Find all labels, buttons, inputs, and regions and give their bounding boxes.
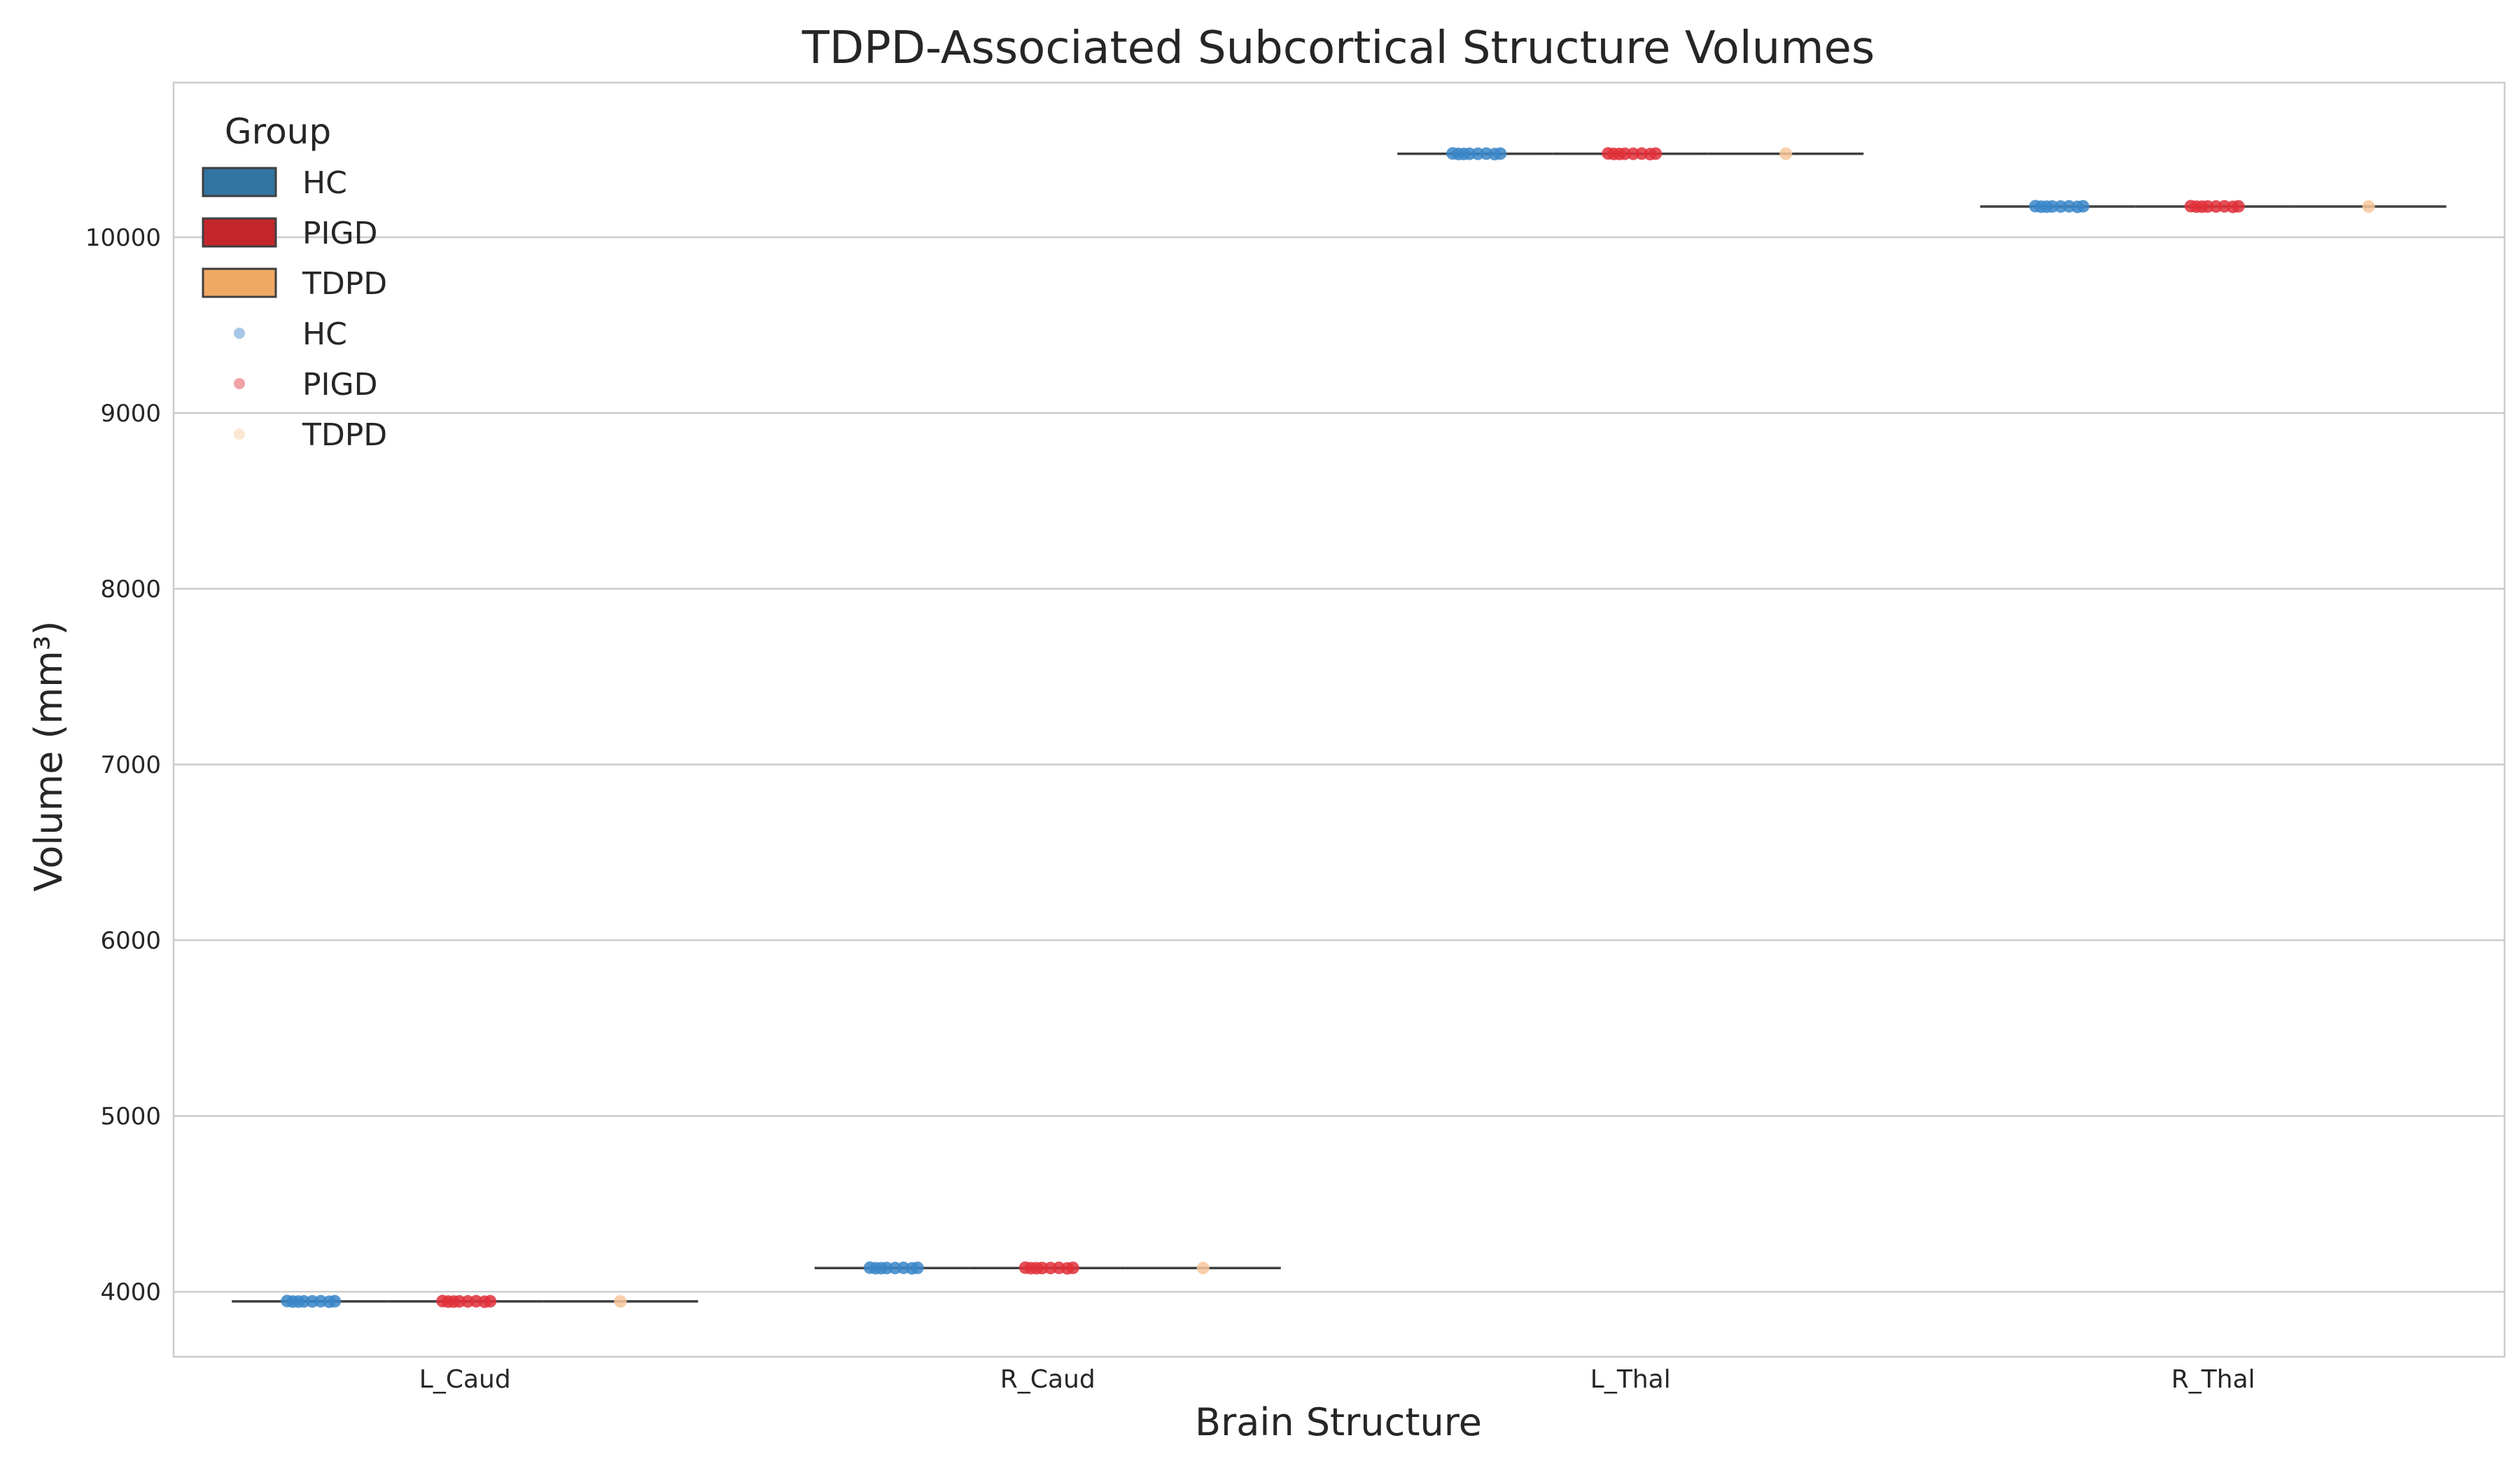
point-TDPD-R_Caud-0	[1196, 1262, 1210, 1275]
point-HC-L_Thal-5	[1471, 147, 1485, 160]
point-PIGD-L_Thal-4	[1602, 147, 1615, 160]
point-HC-R_Thal-5	[2054, 200, 2067, 213]
point-HC-R_Thal-4	[2029, 200, 2042, 213]
point-HC-R_Caud-4	[863, 1261, 876, 1274]
point-HC-R_Caud-6	[911, 1261, 924, 1274]
point-HC-L_Caud-7	[292, 1295, 305, 1308]
axes: 4000 5000 6000 7000 8000 9000 10000 L_Caud R_Cau…	[85, 224, 2255, 1394]
point-HC-L_Caud-5	[306, 1294, 319, 1308]
x-tick-label-L_Caud: L_Caud	[419, 1365, 511, 1394]
point-HC-L_Caud-4	[281, 1294, 294, 1308]
legend-title: Group	[225, 111, 331, 152]
x-tick-label-R_Caud: R_Caud	[1000, 1365, 1096, 1394]
point-PIGD-L_Caud-4	[436, 1294, 449, 1308]
plot-marks	[232, 147, 2446, 1308]
y-tick-label-9000: 9000	[100, 400, 161, 428]
legend-swatch-box-TDPD	[202, 267, 277, 298]
legend-swatch-box-HC	[202, 167, 277, 197]
legend-swatch-box-PIGD	[202, 217, 277, 248]
x-tick-label-L_Thal: L_Thal	[1590, 1365, 1671, 1394]
y-tick-label-6000: 6000	[100, 927, 161, 955]
point-TDPD-L_Thal-0	[1779, 147, 1793, 160]
point-PIGD-R_Thal-6	[2232, 200, 2245, 213]
point-PIGD-R_Caud-7	[1030, 1262, 1043, 1275]
point-PIGD-R_Caud-6	[1066, 1261, 1079, 1274]
y-tick-label-4000: 4000	[100, 1278, 161, 1306]
x-tick-label-R_Thal: R_Thal	[2171, 1365, 2255, 1394]
legend-label-point-HC: HC	[302, 316, 347, 352]
point-PIGD-R_Thal-4	[2184, 200, 2197, 213]
point-HC-R_Caud-5	[888, 1262, 902, 1275]
grid-lines	[174, 236, 2505, 1293]
legend-label-box-PIGD: PIGD	[302, 216, 378, 251]
y-tick-label-10000: 10000	[85, 224, 161, 252]
point-HC-R_Thal-7	[2040, 200, 2053, 214]
legend: Group HC PIGD TDPD HC PIGD TDPD	[202, 111, 387, 453]
point-HC-R_Caud-7	[874, 1262, 888, 1275]
point-HC-R_Thal-6	[2076, 200, 2090, 213]
legend-label-box-TDPD: TDPD	[302, 266, 387, 302]
legend-label-box-HC: HC	[302, 165, 347, 201]
legend-label-point-TDPD: TDPD	[302, 417, 387, 453]
chart-title: TDPD-Associated Subcortical Structure Vo…	[802, 22, 1875, 74]
y-axis-label: Volume (mm³)	[27, 621, 71, 892]
point-PIGD-L_Thal-7	[1613, 147, 1626, 160]
point-PIGD-R_Thal-5	[2209, 200, 2222, 213]
point-PIGD-L_Caud-6	[484, 1294, 497, 1308]
legend-swatch-point-HC	[234, 328, 245, 339]
point-TDPD-L_Caud-0	[614, 1294, 627, 1308]
point-PIGD-L_Thal-6	[1649, 147, 1662, 160]
point-TDPD-R_Thal-0	[2362, 200, 2375, 213]
point-PIGD-L_Caud-7	[447, 1295, 461, 1308]
y-tick-label-8000: 8000	[100, 575, 161, 603]
legend-swatch-point-TDPD	[234, 428, 245, 440]
point-PIGD-L_Caud-5	[461, 1294, 475, 1308]
point-PIGD-R_Caud-5	[1044, 1262, 1057, 1275]
point-HC-L_Thal-7	[1457, 147, 1471, 160]
point-PIGD-R_Thal-7	[2195, 200, 2208, 214]
x-axis-label: Brain Structure	[1195, 1400, 1482, 1444]
point-PIGD-L_Thal-5	[1627, 147, 1640, 160]
y-tick-label-5000: 5000	[100, 1103, 161, 1131]
point-HC-L_Thal-4	[1446, 147, 1460, 160]
plot-frame	[172, 81, 2506, 1358]
point-HC-L_Caud-6	[328, 1294, 342, 1308]
legend-label-point-PIGD: PIGD	[302, 367, 378, 403]
point-PIGD-R_Caud-4	[1018, 1261, 1032, 1274]
legend-swatch-point-PIGD	[234, 378, 245, 389]
point-HC-L_Thal-6	[1494, 147, 1507, 160]
y-tick-label-7000: 7000	[100, 751, 161, 779]
